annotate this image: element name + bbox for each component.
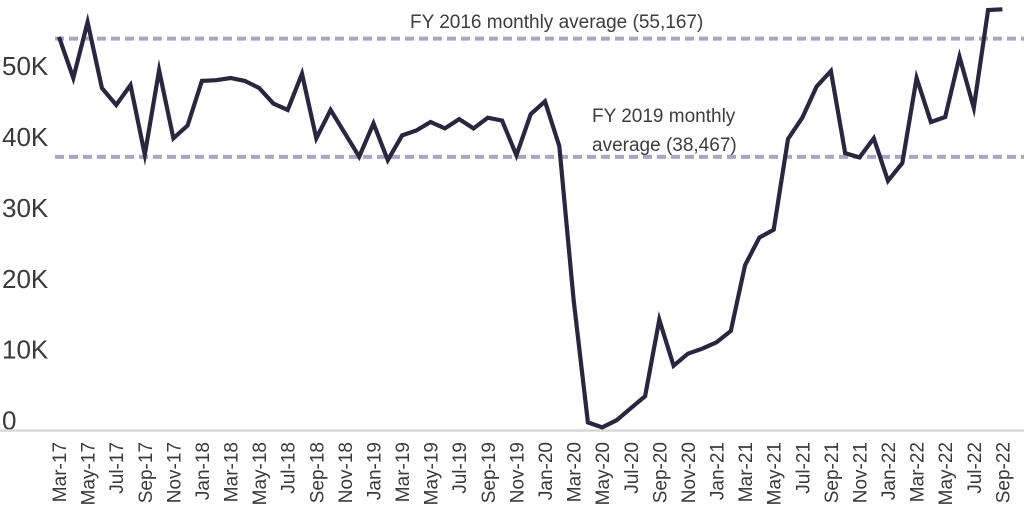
x-tick-label: Jul-20	[622, 442, 643, 494]
x-tick-label: May-22	[936, 442, 957, 505]
x-tick-label: Sep-22	[993, 442, 1014, 503]
x-tick-label: Jul-19	[450, 442, 471, 494]
x-tick-label: Mar-22	[908, 442, 929, 502]
x-tick-label: Jul-21	[793, 442, 814, 494]
x-tick-label: May-17	[79, 442, 100, 505]
x-tick-label: Mar-19	[393, 442, 414, 502]
x-tick-label: May-19	[422, 442, 443, 505]
x-tick-label: Sep-21	[822, 442, 843, 503]
fy2019-average-annotation-line1: FY 2019 monthly	[592, 106, 736, 127]
reference-lines-group	[55, 36, 1024, 159]
x-tick-label: May-20	[593, 442, 614, 505]
fy2019-average-annotation-line2: average (38,467)	[592, 135, 737, 156]
x-tick-label: Mar-17	[50, 442, 71, 502]
x-tick-label: Sep-18	[307, 442, 328, 503]
y-tick-label: 40K	[2, 122, 49, 152]
x-tick-label: Jul-17	[107, 442, 128, 494]
y-tick-label: 50K	[2, 51, 49, 81]
x-tick-label: Jan-21	[708, 442, 729, 500]
x-tick-label: Nov-18	[336, 442, 357, 503]
x-axis-tick-labels-group: Mar-17 May-17 Jul-17 Sep-17 Nov-17 Jan-18 Mar-…	[50, 442, 1014, 505]
x-tick-label: Mar-21	[736, 442, 757, 502]
y-tick-label: 0	[2, 406, 16, 436]
y-axis-tick-labels-group: 0 10K 20K 30K 40K 50K	[2, 51, 49, 435]
x-tick-label: Jan-18	[193, 442, 214, 500]
x-tick-label: Sep-19	[479, 442, 500, 503]
x-tick-label: Nov-21	[850, 442, 871, 503]
x-tick-label: Mar-18	[222, 442, 243, 502]
x-tick-label: Jul-18	[279, 442, 300, 494]
x-tick-label: May-18	[250, 442, 271, 505]
x-tick-label: Jan-19	[364, 442, 385, 500]
y-tick-label: 30K	[2, 193, 49, 223]
x-tick-label: Mar-20	[565, 442, 586, 502]
x-tick-label: Sep-17	[136, 442, 157, 503]
x-tick-label: Sep-20	[650, 442, 671, 503]
x-tick-label: Nov-19	[507, 442, 528, 503]
fy2016-average-annotation: FY 2016 monthly average (55,167)	[410, 12, 703, 33]
x-tick-label: Nov-20	[679, 442, 700, 503]
x-tick-label: Jan-22	[879, 442, 900, 500]
series-polyline	[57, 7, 1003, 430]
x-tick-label: May-21	[765, 442, 786, 505]
y-tick-label: 20K	[2, 264, 49, 294]
y-tick-label: 10K	[2, 335, 49, 365]
x-tick-label: Jan-20	[536, 442, 557, 500]
x-tick-label: Nov-17	[164, 442, 185, 503]
x-tick-label: Jul-22	[965, 442, 986, 494]
